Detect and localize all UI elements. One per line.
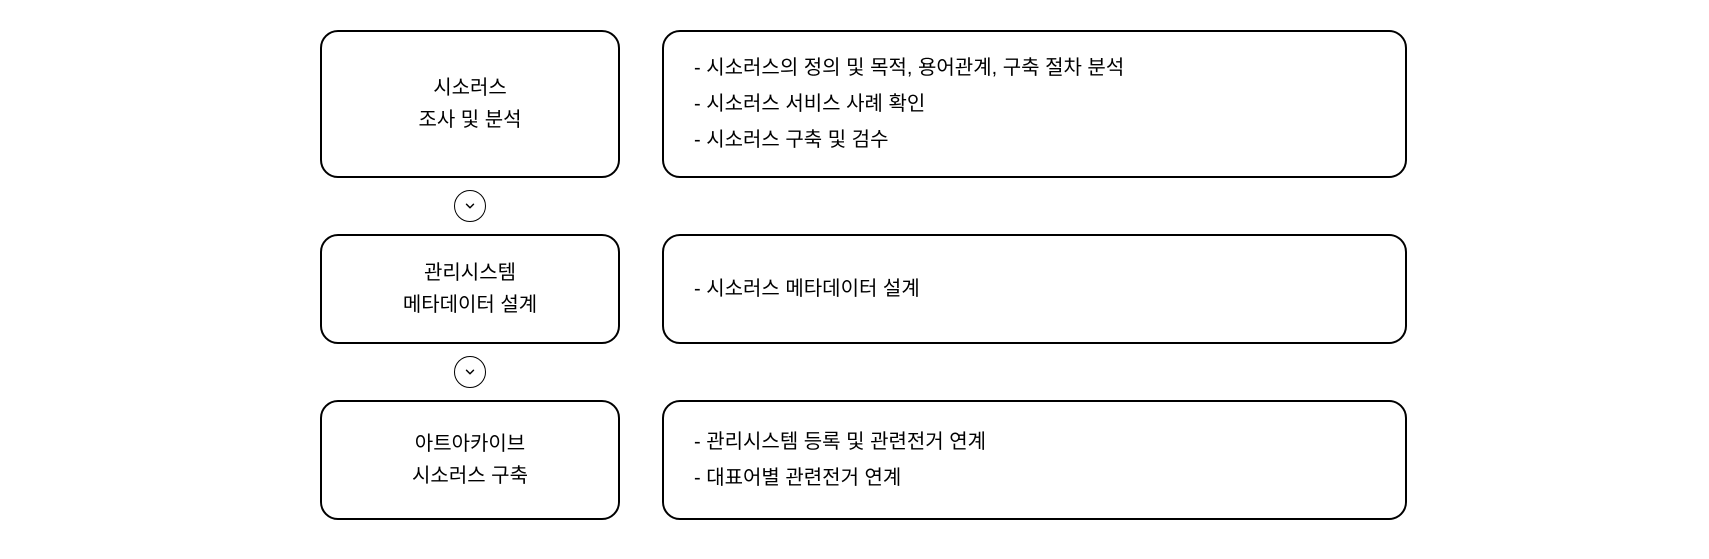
step-3-title-line2: 시소러스 구축 bbox=[412, 460, 528, 492]
connector-2 bbox=[320, 344, 620, 400]
step-3-row: 아트아카이브 시소러스 구축 - 관리시스템 등록 및 관련전거 연계 - 대표… bbox=[320, 400, 1407, 520]
step-2-detail-1: - 시소러스 메타데이터 설계 bbox=[694, 271, 920, 307]
chevron-down-icon bbox=[454, 356, 486, 388]
step-1-title-box: 시소러스 조사 및 분석 bbox=[320, 30, 620, 178]
step-1-title-line1: 시소러스 bbox=[433, 72, 507, 104]
step-2-detail-box: - 시소러스 메타데이터 설계 bbox=[662, 234, 1407, 344]
step-1-row: 시소러스 조사 및 분석 - 시소러스의 정의 및 목적, 용어관계, 구축 절… bbox=[320, 30, 1407, 178]
step-3-detail-1: - 관리시스템 등록 및 관련전거 연계 bbox=[694, 424, 986, 460]
step-3-title-line1: 아트아카이브 bbox=[415, 428, 525, 460]
step-1-detail-1: - 시소러스의 정의 및 목적, 용어관계, 구축 절차 분석 bbox=[694, 50, 1124, 86]
step-3-detail-box: - 관리시스템 등록 및 관련전거 연계 - 대표어별 관련전거 연계 bbox=[662, 400, 1407, 520]
flowchart-container: 시소러스 조사 및 분석 - 시소러스의 정의 및 목적, 용어관계, 구축 절… bbox=[0, 30, 1709, 520]
step-2-row: 관리시스템 메타데이터 설계 - 시소러스 메타데이터 설계 bbox=[320, 234, 1407, 344]
chevron-down-icon bbox=[454, 190, 486, 222]
step-3-title-box: 아트아카이브 시소러스 구축 bbox=[320, 400, 620, 520]
step-2-title-line1: 관리시스템 bbox=[424, 257, 516, 289]
step-3-detail-2: - 대표어별 관련전거 연계 bbox=[694, 460, 901, 496]
step-1-detail-box: - 시소러스의 정의 및 목적, 용어관계, 구축 절차 분석 - 시소러스 서… bbox=[662, 30, 1407, 178]
step-2-title-line2: 메타데이터 설계 bbox=[403, 289, 537, 321]
step-1-title-line2: 조사 및 분석 bbox=[418, 104, 521, 136]
step-1-detail-2: - 시소러스 서비스 사례 확인 bbox=[694, 86, 925, 122]
step-1-detail-3: - 시소러스 구축 및 검수 bbox=[694, 122, 889, 158]
connector-1 bbox=[320, 178, 620, 234]
step-2-title-box: 관리시스템 메타데이터 설계 bbox=[320, 234, 620, 344]
